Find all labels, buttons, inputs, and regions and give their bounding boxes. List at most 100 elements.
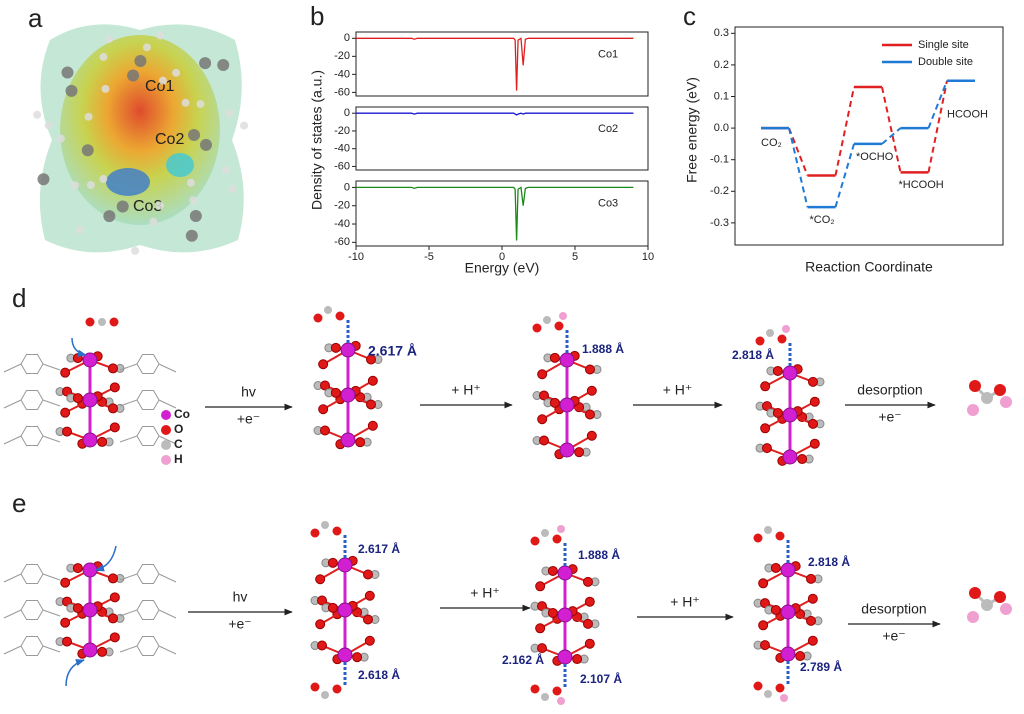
cobalt xyxy=(82,392,98,408)
atom xyxy=(56,134,65,143)
oxygen xyxy=(355,437,366,448)
hydrogen xyxy=(967,611,979,623)
step-label: +e⁻ xyxy=(882,628,905,644)
step-label: hv xyxy=(233,589,248,605)
oxygen xyxy=(584,409,595,420)
carbon xyxy=(98,318,106,326)
hydrogen xyxy=(967,404,979,416)
step-label: +e⁻ xyxy=(878,409,901,425)
ligand-bond xyxy=(158,399,177,409)
cobalt xyxy=(559,442,575,458)
oxygen xyxy=(317,640,328,651)
oxygen xyxy=(537,643,548,654)
oxygen xyxy=(547,565,558,576)
plot-frame xyxy=(734,26,1004,246)
ligand-bond xyxy=(42,645,61,653)
oxygen xyxy=(584,638,595,649)
ligand-bond xyxy=(158,609,177,619)
oxygen xyxy=(365,354,376,365)
oxygen xyxy=(535,581,546,592)
x-tick-label: 5 xyxy=(572,251,578,263)
oxygen xyxy=(109,382,120,393)
carbon xyxy=(541,529,549,537)
ligand-bond xyxy=(119,399,138,407)
oxygen xyxy=(807,635,818,646)
cobalt xyxy=(557,649,573,665)
state-label: CO₂ xyxy=(761,137,782,149)
oxygen xyxy=(797,454,808,465)
ligand-bond xyxy=(3,435,22,445)
oxygen xyxy=(537,601,548,612)
atom xyxy=(156,31,165,40)
y-tick-label: -20 xyxy=(334,200,350,212)
panel-label: d xyxy=(12,283,26,313)
atom xyxy=(189,209,202,222)
ligand-bond xyxy=(3,363,22,373)
oxygen xyxy=(770,604,781,615)
ligand-ring xyxy=(136,389,160,411)
y-tick-label: -40 xyxy=(334,218,350,230)
atom xyxy=(188,129,200,141)
ligand-ring xyxy=(136,635,160,657)
legend-label: Co xyxy=(174,407,190,421)
atom-label: Co3 xyxy=(133,198,162,215)
atom xyxy=(228,185,237,194)
oxygen xyxy=(805,573,816,584)
oxygen xyxy=(584,596,595,607)
atom xyxy=(99,52,108,61)
oxygen xyxy=(537,369,548,380)
ligand-ring xyxy=(20,353,44,375)
atom xyxy=(196,100,205,109)
cobalt xyxy=(559,352,575,368)
atom xyxy=(61,66,74,79)
cobalt xyxy=(782,449,798,465)
oxygen xyxy=(318,359,329,370)
y-tick-label: -60 xyxy=(334,86,350,98)
connector xyxy=(927,80,948,129)
oxygen xyxy=(332,684,342,694)
cobalt xyxy=(340,387,356,403)
connector xyxy=(788,127,809,208)
atom xyxy=(101,84,110,93)
atom xyxy=(65,84,78,97)
y-tick-label: -60 xyxy=(334,160,350,172)
oxygen xyxy=(969,380,981,392)
hydrogen xyxy=(1000,603,1012,615)
step-label: + H⁺ xyxy=(470,585,500,601)
oxygen xyxy=(97,646,108,657)
oxygen xyxy=(315,574,326,585)
oxygen xyxy=(552,686,562,696)
x-axis-title: Energy (eV) xyxy=(465,260,540,276)
oxygen xyxy=(554,321,564,331)
distance-label: 2.818 Å xyxy=(732,347,774,362)
y-axis-title: Density of states (a.u.) xyxy=(309,70,325,210)
oxygen xyxy=(320,380,331,391)
oxygen xyxy=(72,353,83,364)
oxygen xyxy=(320,425,331,436)
distance-label: 1.888 Å xyxy=(578,547,620,562)
legend-dot xyxy=(161,410,171,420)
state-label: *HCOOH xyxy=(899,179,944,191)
distance-label: 2.818 Å xyxy=(808,554,850,569)
oxygen xyxy=(549,397,560,408)
series-label: Co1 xyxy=(598,48,618,60)
oxygen xyxy=(753,533,763,543)
carbon xyxy=(324,306,332,314)
ligand-bond xyxy=(3,573,22,583)
legend-label: H xyxy=(174,452,183,466)
oxygen xyxy=(547,607,558,618)
approach-arrow xyxy=(71,337,87,357)
oxygen xyxy=(310,528,320,538)
carbon xyxy=(321,691,329,699)
oxygen xyxy=(807,593,818,604)
dos-line xyxy=(356,186,634,241)
oxygen xyxy=(367,375,378,386)
carbon xyxy=(981,599,993,611)
oxygen xyxy=(352,652,363,663)
ligand-bond xyxy=(119,363,138,371)
atom xyxy=(186,178,195,187)
oxygen xyxy=(107,363,118,374)
cobalt xyxy=(340,432,356,448)
oxygen xyxy=(535,623,546,634)
oxygen xyxy=(60,617,71,628)
